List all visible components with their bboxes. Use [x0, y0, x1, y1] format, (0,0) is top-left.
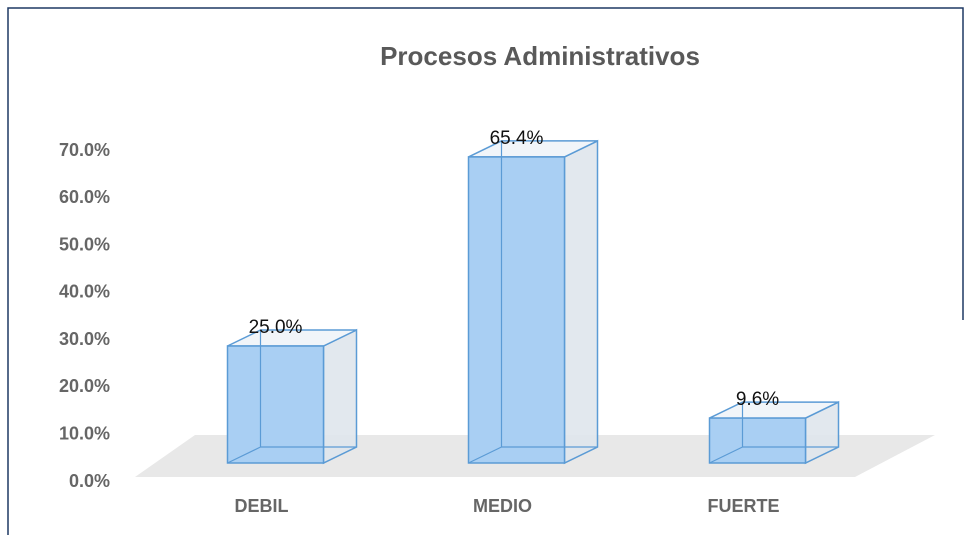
y-tick-label: 30.0% — [59, 329, 110, 349]
y-tick-label: 10.0% — [59, 423, 110, 443]
bar-back-edges — [709, 402, 839, 464]
bar — [708, 400, 840, 465]
bar — [467, 139, 599, 465]
x-tick-label: FUERTE — [708, 496, 780, 516]
bar-front — [467, 156, 566, 464]
frame — [7, 7, 964, 535]
value-label: 65.4% — [490, 128, 544, 149]
y-tick-label: 40.0% — [59, 282, 110, 302]
x-tick-label: DEBIL — [235, 496, 289, 516]
bar-side — [563, 139, 599, 465]
y-tick-label: 50.0% — [59, 234, 110, 254]
value-label: 9.6% — [736, 389, 779, 410]
y-tick-label: 0.0% — [69, 471, 110, 491]
bar-front — [226, 345, 325, 464]
bar-back-edges — [227, 330, 357, 464]
bar-side — [322, 328, 358, 465]
bar — [226, 328, 358, 465]
chart-title: Procesos Administrativos — [380, 41, 700, 71]
bar-back-edges — [468, 140, 598, 464]
y-tick-label: 20.0% — [59, 376, 110, 396]
y-tick-label: 60.0% — [59, 187, 110, 207]
y-tick-label: 70.0% — [59, 140, 110, 160]
x-tick-label: MEDIO — [473, 496, 532, 516]
value-label: 25.0% — [249, 317, 303, 338]
